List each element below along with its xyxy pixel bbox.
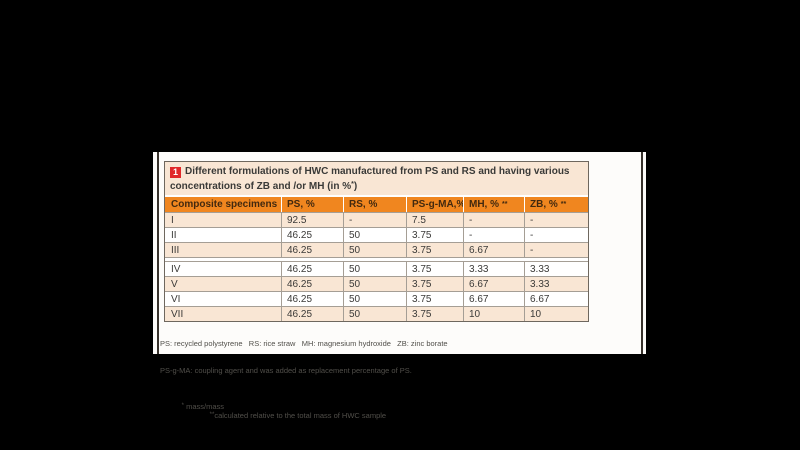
- table-row-II: II 46.25 50 3.75 - -: [165, 227, 588, 242]
- table-cell: 3.75: [406, 277, 463, 291]
- table-cell: IV: [171, 263, 181, 275]
- table-cell: V: [171, 278, 178, 290]
- footnote-abbreviations: PS: recycled polystyrene RS: rice straw …: [160, 339, 448, 348]
- table-cell: 3.75: [406, 292, 463, 306]
- figure-number-badge: 1: [170, 167, 181, 178]
- table-cell: 92.5: [281, 213, 343, 227]
- table-footnotes: PS: recycled polystyrene RS: rice straw …: [160, 321, 620, 447]
- table-cell: 6.67: [463, 277, 524, 291]
- table-cell: 6.67: [524, 292, 588, 306]
- table-cell: II: [171, 229, 177, 241]
- footnote-asterisks: * mass/mass **calculated relative to the…: [165, 393, 620, 429]
- table-caption: 1 Different formulations of HWC manufactu…: [165, 162, 588, 197]
- table-cell: 50: [343, 292, 406, 306]
- panel-border-left: [157, 152, 159, 354]
- table-cell: -: [524, 213, 588, 227]
- table-cell: 3.33: [524, 277, 588, 291]
- table-cell: 46.25: [281, 292, 343, 306]
- table-header-row: Composite specimens PS, % RS, % PS-g-MA,…: [165, 197, 588, 212]
- table-section-divider: [165, 257, 588, 261]
- table-cell: 6.67: [463, 292, 524, 306]
- caption-text-1: Different formulations of HWC manufactur…: [185, 166, 570, 177]
- table-cell: 3.33: [463, 262, 524, 276]
- table-cell: -: [463, 213, 524, 227]
- footnote-coupling-agent: PS-g-MA: coupling agent and was added as…: [160, 366, 412, 375]
- header-zb-asterisks: **: [560, 201, 567, 208]
- table-row-III: III 46.25 50 3.75 6.67 -: [165, 242, 588, 257]
- table-cell: I: [171, 214, 174, 226]
- table-cell: -: [524, 228, 588, 242]
- table-cell: 50: [343, 228, 406, 242]
- table-cell: 3.75: [406, 228, 463, 242]
- table-cell: 7.5: [406, 213, 463, 227]
- table-row-VI: VI 46.25 50 3.75 6.67 6.67: [165, 291, 588, 306]
- footnote-calculated: **calculated relative to the total mass …: [209, 411, 387, 420]
- table-cell: 46.25: [281, 243, 343, 257]
- caption-text-2-close: ): [353, 181, 358, 192]
- table-cell: 50: [343, 243, 406, 257]
- table-row-IV: IV 46.25 50 3.75 3.33 3.33: [165, 261, 588, 276]
- table-cell: 50: [343, 262, 406, 276]
- table-cell: VII: [171, 308, 184, 320]
- table-cell: 3.75: [406, 307, 463, 321]
- table-row-V: V 46.25 50 3.75 6.67 3.33: [165, 276, 588, 291]
- table-cell: 3.33: [524, 262, 588, 276]
- header-cell-mh: MH, % **: [463, 197, 524, 212]
- table-cell: 6.67: [463, 243, 524, 257]
- table-cell: 50: [343, 277, 406, 291]
- table-cell: 46.25: [281, 262, 343, 276]
- header-mh-asterisks: **: [502, 201, 508, 208]
- header-cell-composite-specimens: Composite specimens: [171, 199, 278, 210]
- table-row-I: I 92.5 - 7.5 - -: [165, 212, 588, 227]
- caption-text-2: concentrations of ZB and /or MH (in %: [170, 181, 352, 192]
- table-cell: 46.25: [281, 228, 343, 242]
- table-cell: 3.75: [406, 243, 463, 257]
- header-cell-zb: ZB, % **: [524, 197, 588, 212]
- table-cell: 3.75: [406, 262, 463, 276]
- panel-border-right: [641, 152, 643, 354]
- table-cell: 50: [343, 307, 406, 321]
- table-cell: 10: [463, 307, 524, 321]
- caption-asterisk: *: [351, 181, 354, 188]
- caption-line-1: 1 Different formulations of HWC manufactu…: [170, 165, 583, 178]
- table-cell: -: [463, 228, 524, 242]
- table-cell: 46.25: [281, 307, 343, 321]
- header-cell-ps: PS, %: [281, 197, 343, 212]
- caption-line-2: concentrations of ZB and /or MH (in %*): [170, 178, 583, 193]
- table-cell: III: [171, 244, 180, 256]
- table-cell: VI: [171, 293, 181, 305]
- table-cell: -: [524, 243, 588, 257]
- header-cell-rs: RS, %: [343, 197, 406, 212]
- figure-panel: 1 Different formulations of HWC manufactu…: [153, 152, 646, 420]
- footnote-mass-mass: * mass/mass: [181, 402, 225, 411]
- figure-table: 1 Different formulations of HWC manufactu…: [164, 161, 589, 322]
- table-cell: -: [343, 213, 406, 227]
- header-cell-ps-g-ma: PS-g-MA,%: [406, 197, 463, 212]
- table-cell: 46.25: [281, 277, 343, 291]
- table-row-VII: VII 46.25 50 3.75 10 10: [165, 306, 588, 321]
- table-cell: 10: [524, 307, 588, 321]
